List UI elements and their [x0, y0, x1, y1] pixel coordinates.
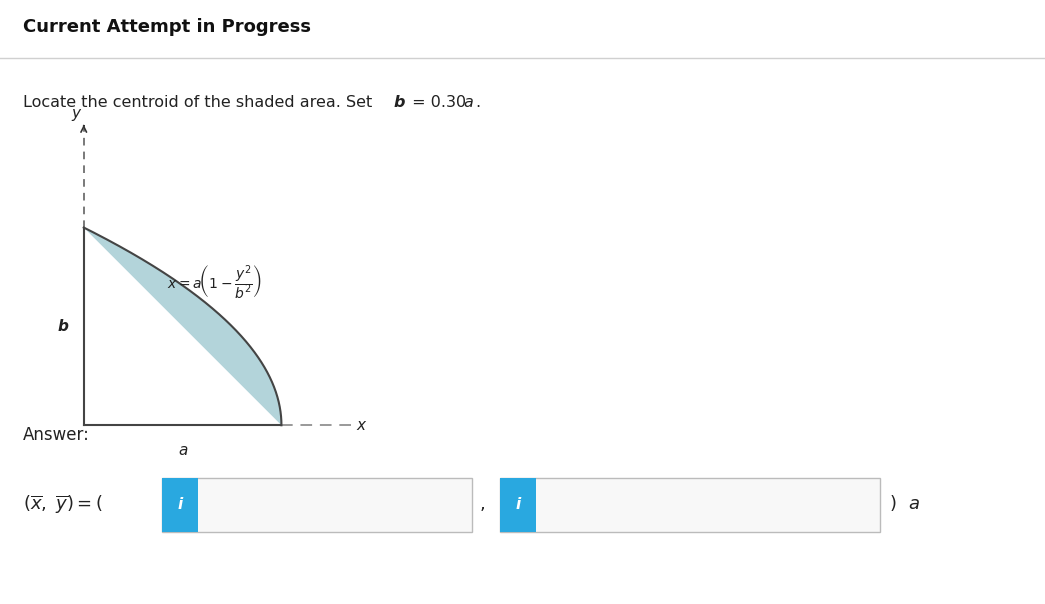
Text: $(\overline{x},\ \overline{y}) = ($: $(\overline{x},\ \overline{y}) = ($ — [23, 493, 103, 515]
Text: Current Attempt in Progress: Current Attempt in Progress — [23, 18, 311, 36]
Text: b: b — [57, 319, 68, 334]
Bar — [162, 478, 198, 532]
Text: ): ) — [890, 495, 903, 513]
Bar — [500, 478, 880, 532]
Text: a: a — [463, 95, 472, 110]
Text: i: i — [515, 497, 520, 512]
Text: $x = a\!\left(1 - \dfrac{y^2}{b^2}\right)$: $x = a\!\left(1 - \dfrac{y^2}{b^2}\right… — [167, 264, 261, 302]
Text: y: y — [71, 106, 80, 121]
Bar — [500, 478, 536, 532]
Text: i: i — [178, 497, 183, 512]
Text: a: a — [908, 495, 919, 513]
Text: ,: , — [480, 495, 486, 513]
Polygon shape — [84, 228, 281, 425]
Text: .: . — [475, 95, 480, 110]
Text: Locate the centroid of the shaded area. Set: Locate the centroid of the shaded area. … — [23, 95, 377, 110]
Text: a: a — [178, 443, 187, 458]
Text: b: b — [393, 95, 404, 110]
Text: Answer:: Answer: — [23, 426, 90, 444]
Text: = 0.30: = 0.30 — [407, 95, 469, 110]
Bar — [162, 478, 472, 532]
Text: x: x — [356, 418, 366, 432]
